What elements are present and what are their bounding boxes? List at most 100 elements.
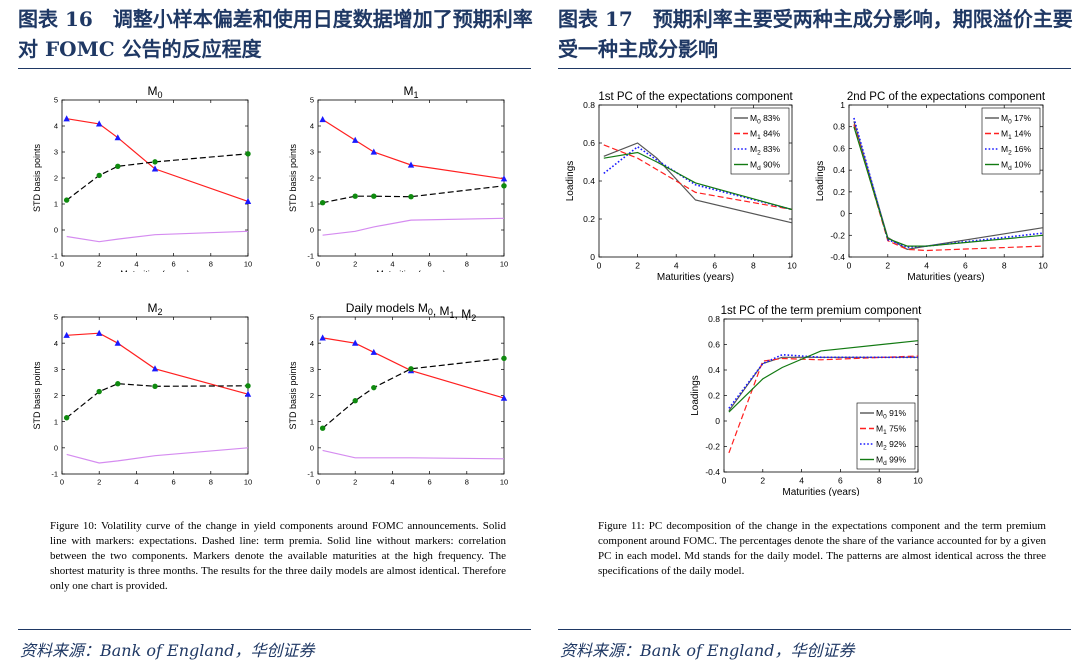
triangle-marker bbox=[352, 339, 359, 346]
x-tick-label: 6 bbox=[428, 478, 432, 487]
right-title-rule bbox=[558, 68, 1071, 69]
x-axis-label: Maturities (years) bbox=[376, 269, 446, 272]
right-panel-1: 0 2 4 6 8 10 0 0.2 0.4 0.6 0.8 Maturities (years) Lo… bbox=[565, 91, 797, 282]
y-axis-label: STD basis points bbox=[32, 361, 42, 430]
plot-frame bbox=[61, 316, 249, 475]
legend-entry: Md 99% bbox=[876, 455, 907, 468]
y-tick-label: 0 bbox=[310, 443, 314, 452]
y-tick-label: 0.4 bbox=[708, 365, 720, 375]
y-tick-label: -0.2 bbox=[830, 230, 845, 240]
x-tick-label: 4 bbox=[674, 261, 679, 271]
x-tick-label: 0 bbox=[316, 260, 320, 269]
y-tick-label: -1 bbox=[51, 470, 58, 479]
y-tick-label: 4 bbox=[54, 122, 58, 131]
triangle-marker bbox=[244, 390, 252, 397]
y-tick-label: -1 bbox=[307, 470, 314, 479]
legend-entry: Md 90% bbox=[750, 160, 781, 173]
y-tick-label: 5 bbox=[54, 96, 58, 105]
y-tick-label: 1 bbox=[310, 417, 314, 426]
series-line-M2 bbox=[853, 117, 1044, 249]
y-tick-label: 0 bbox=[54, 226, 58, 235]
y-axis-label: Loadings bbox=[815, 161, 826, 202]
x-axis-label: Maturities (years) bbox=[120, 269, 190, 272]
dot-marker bbox=[152, 383, 158, 390]
x-tick-label: 2 bbox=[885, 261, 890, 271]
y-tick-label: -0.4 bbox=[830, 252, 845, 262]
triangle-marker bbox=[96, 120, 103, 127]
right-panel-2: 0 2 4 6 8 10 -0.4 -0.2 0 0.2 0.4 0.6 0.8 1 Maturities … bbox=[815, 91, 1048, 282]
x-tick-label: 8 bbox=[465, 260, 469, 269]
y-tick-label: -1 bbox=[307, 252, 314, 261]
x-tick-label: 6 bbox=[838, 476, 843, 486]
x-tick-label: 4 bbox=[799, 476, 804, 486]
chart-title: 1st PC of the term premium component bbox=[721, 305, 922, 317]
right-figure-title: 图表 17 预期利率主要受两种主成分影响，期限溢价主要受一种主成分影响 bbox=[558, 7, 1073, 61]
series-line-Md bbox=[728, 340, 919, 413]
series-line-term-premia bbox=[66, 153, 249, 201]
y-tick-label: 5 bbox=[54, 313, 58, 322]
y-axis-label: Loadings bbox=[565, 161, 576, 202]
left-figure-title: 图表 16 调整小样本偏差和使用日度数据增加了预期利率对 FOMC 公告的反应程… bbox=[18, 7, 533, 61]
x-tick-label: 8 bbox=[751, 261, 756, 271]
x-tick-label: 8 bbox=[209, 478, 213, 487]
legend-entry: M1 75% bbox=[876, 424, 907, 437]
x-tick-label: 4 bbox=[390, 478, 394, 487]
y-tick-label: 2 bbox=[54, 174, 58, 183]
legend-entry: M0 83% bbox=[750, 113, 781, 126]
x-tick-label: 10 bbox=[500, 478, 508, 487]
dot-marker bbox=[63, 197, 70, 203]
left-figure-caption: Figure 10: Volatility curve of the chang… bbox=[50, 520, 506, 592]
chart-title: M0 bbox=[147, 84, 162, 100]
x-tick-label: 6 bbox=[172, 260, 176, 269]
dot-marker bbox=[371, 384, 377, 391]
triangle-marker bbox=[319, 116, 326, 123]
legend-box bbox=[981, 107, 1041, 175]
y-tick-label: 4 bbox=[310, 122, 314, 131]
dot-marker bbox=[319, 425, 326, 431]
dot-marker bbox=[352, 193, 358, 199]
x-tick-label: 2 bbox=[97, 478, 101, 487]
x-tick-label: 0 bbox=[722, 476, 727, 486]
y-tick-label: 4 bbox=[54, 339, 58, 348]
series-line-Md bbox=[853, 126, 1044, 247]
series-line-Md bbox=[603, 151, 793, 211]
x-tick-label: 2 bbox=[353, 260, 357, 269]
left-title-rule bbox=[18, 68, 531, 69]
y-tick-label: 1 bbox=[310, 200, 314, 209]
y-tick-label: 0 bbox=[715, 416, 720, 426]
dot-marker bbox=[352, 398, 358, 404]
series-line-correlation bbox=[322, 449, 505, 460]
legend-entry: M2 16% bbox=[1001, 144, 1032, 157]
series-line-M1 bbox=[728, 355, 919, 454]
x-tick-label: 2 bbox=[97, 260, 101, 269]
dot-marker bbox=[245, 151, 251, 157]
y-tick-label: 4 bbox=[310, 339, 314, 348]
x-tick-label: 8 bbox=[465, 478, 469, 487]
x-tick-label: 0 bbox=[60, 478, 64, 487]
chart-title: M2 bbox=[147, 301, 162, 317]
x-tick-label: 10 bbox=[787, 261, 797, 271]
dot-marker bbox=[115, 381, 121, 387]
y-axis-label: Loadings bbox=[690, 375, 701, 416]
triangle-marker bbox=[114, 339, 121, 346]
x-tick-label: 10 bbox=[913, 476, 923, 486]
series-line-M2 bbox=[728, 353, 918, 409]
x-tick-label: 4 bbox=[924, 261, 929, 271]
x-tick-label: 0 bbox=[60, 260, 64, 269]
plot-frame bbox=[61, 99, 249, 257]
y-tick-label: 1 bbox=[54, 200, 58, 209]
legend-box bbox=[730, 107, 790, 175]
dot-marker bbox=[245, 383, 251, 389]
y-tick-label: 3 bbox=[54, 365, 58, 374]
y-tick-label: 3 bbox=[54, 148, 58, 157]
x-tick-label: 4 bbox=[134, 260, 138, 269]
dot-marker bbox=[501, 183, 507, 189]
dot-marker bbox=[501, 355, 507, 362]
series-line-correlation bbox=[66, 447, 249, 464]
triangle-marker bbox=[500, 394, 508, 401]
y-tick-label: 0 bbox=[310, 226, 314, 235]
x-tick-label: 8 bbox=[209, 260, 213, 269]
dot-marker bbox=[371, 193, 377, 199]
